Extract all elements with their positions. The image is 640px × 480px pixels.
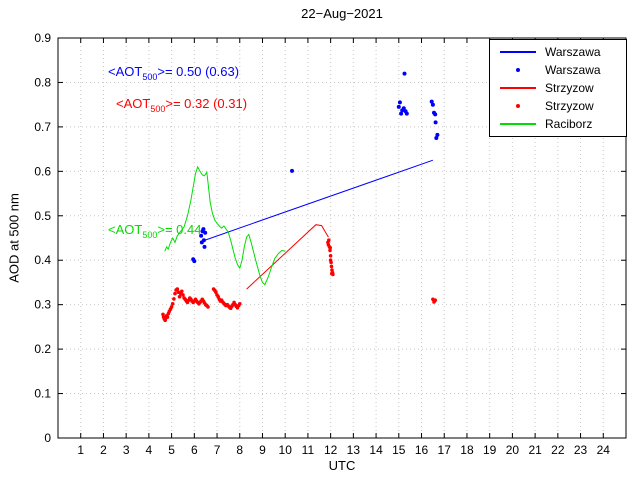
svg-text:8: 8	[236, 443, 243, 457]
legend-sample-wrap	[496, 104, 540, 108]
svg-text:0.4: 0.4	[34, 253, 51, 267]
legend-line-sample	[500, 87, 536, 89]
legend-sample-wrap	[496, 87, 540, 89]
annotation-text: <AOT	[108, 222, 143, 237]
svg-text:1: 1	[77, 443, 84, 457]
svg-text:24: 24	[597, 443, 611, 457]
legend-item-strzyzow-dot: Strzyzow	[490, 97, 626, 115]
annotation-subscript: 500	[150, 104, 166, 114]
svg-text:15: 15	[392, 443, 406, 457]
legend-label: Warszawa	[545, 45, 601, 59]
legend-label: Warszawa	[545, 63, 601, 77]
svg-text:10: 10	[279, 443, 293, 457]
svg-text:19: 19	[483, 443, 497, 457]
legend-item-warszawa-dot: Warszawa	[490, 61, 626, 79]
legend-label: Strzyzow	[545, 81, 594, 95]
svg-text:23: 23	[574, 443, 588, 457]
svg-text:17: 17	[438, 443, 452, 457]
chart-title: 22−Aug−2021	[301, 6, 383, 21]
svg-text:14: 14	[369, 443, 383, 457]
svg-text:18: 18	[460, 443, 474, 457]
annotation-subscript: 500	[142, 72, 158, 82]
legend-line-sample	[500, 51, 536, 53]
svg-text:0.5: 0.5	[34, 209, 51, 223]
annotation-raciborz-mean: <AOT500>= 0.44	[108, 222, 202, 240]
annotation-text: >= 0.50 (0.63)	[157, 64, 240, 79]
svg-text:0.8: 0.8	[34, 75, 51, 89]
y-axis-label: AOD at 500 nm	[6, 193, 22, 283]
legend-item-strzyzow-line: Strzyzow	[490, 79, 626, 97]
annotation-text: <AOT	[108, 64, 143, 79]
annotation-warszawa-mean: <AOT500>= 0.50 (0.63)	[108, 64, 240, 82]
svg-text:6: 6	[191, 443, 198, 457]
svg-text:0.6: 0.6	[34, 164, 51, 178]
legend-sample-wrap	[496, 68, 540, 72]
svg-text:0.3: 0.3	[34, 298, 51, 312]
svg-text:22: 22	[551, 443, 565, 457]
legend-dot-sample	[516, 68, 520, 72]
legend-sample-wrap	[496, 51, 540, 53]
legend-label: Strzyzow	[545, 99, 594, 113]
svg-text:2: 2	[100, 443, 107, 457]
svg-text:16: 16	[415, 443, 429, 457]
svg-text:13: 13	[347, 443, 361, 457]
annotation-subscript: 500	[142, 230, 158, 240]
legend-line-sample	[500, 123, 536, 125]
svg-text:21: 21	[528, 443, 542, 457]
svg-text:3: 3	[123, 443, 130, 457]
annotation-text: >= 0.32 (0.31)	[165, 96, 248, 111]
legend-item-raciborz-line: Raciborz	[490, 115, 626, 133]
svg-text:4: 4	[146, 443, 153, 457]
svg-text:0: 0	[44, 431, 51, 445]
annotation-strzyzow-mean: <AOT500>= 0.32 (0.31)	[116, 96, 248, 114]
legend-label: Raciborz	[545, 117, 593, 131]
svg-text:9: 9	[259, 443, 266, 457]
legend-dot-sample	[516, 104, 520, 108]
legend-item-warszawa-line: Warszawa	[490, 43, 626, 61]
svg-text:11: 11	[302, 443, 315, 457]
x-axis-label: UTC	[328, 458, 356, 473]
svg-text:0.1: 0.1	[34, 387, 51, 401]
svg-text:0.2: 0.2	[34, 342, 51, 356]
annotation-text: <AOT	[116, 96, 151, 111]
legend: Warszawa Warszawa Strzyzow Strzyzow Raci…	[489, 39, 627, 137]
legend-sample-wrap	[496, 123, 540, 125]
svg-text:0.7: 0.7	[34, 120, 51, 134]
svg-text:7: 7	[214, 443, 221, 457]
annotation-text: >= 0.44	[157, 222, 202, 237]
svg-text:5: 5	[168, 443, 175, 457]
svg-text:20: 20	[506, 443, 520, 457]
svg-text:12: 12	[324, 443, 338, 457]
svg-text:0.9: 0.9	[34, 31, 51, 45]
